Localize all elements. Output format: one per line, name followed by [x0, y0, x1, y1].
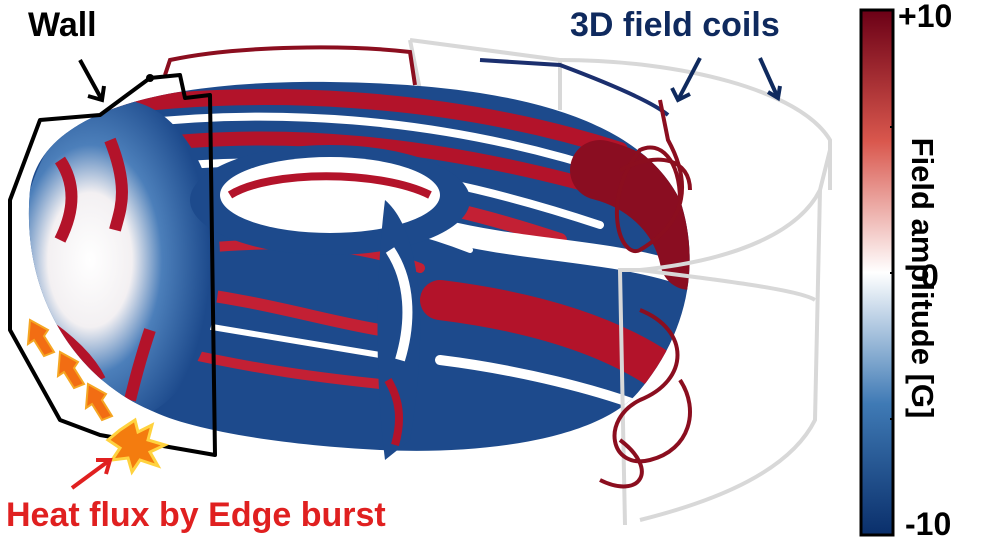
colorbar	[859, 8, 895, 537]
coil-red-front	[599, 99, 692, 489]
coil-pointer-arrows	[670, 57, 782, 103]
heat-flux-label: Heat flux by Edge burst	[6, 496, 386, 534]
coil-frame-back	[408, 38, 832, 190]
colorbar-ticks	[890, 126, 893, 420]
coils-label: 3D field coils	[570, 6, 780, 44]
torus-plasma	[28, 81, 690, 451]
wall-marker	[146, 74, 154, 82]
wall-outline	[8, 73, 217, 457]
heat-flux-arrows	[26, 318, 114, 422]
colorbar-zero-label: 0	[921, 258, 939, 294]
coil-red-top	[163, 45, 417, 86]
colorbar-title: Field amplitude [G]	[905, 137, 940, 419]
torus-cut-face	[377, 200, 421, 460]
colorbar-min-label: -10	[905, 506, 952, 542]
wall-label: Wall	[28, 6, 97, 44]
edge-burst-icon	[105, 417, 170, 476]
coil-frame-front	[617, 149, 832, 526]
colorbar-max-label: +10	[898, 0, 953, 34]
heat-pointer-arrow	[70, 458, 113, 490]
wall-pointer-arrow	[78, 59, 106, 103]
